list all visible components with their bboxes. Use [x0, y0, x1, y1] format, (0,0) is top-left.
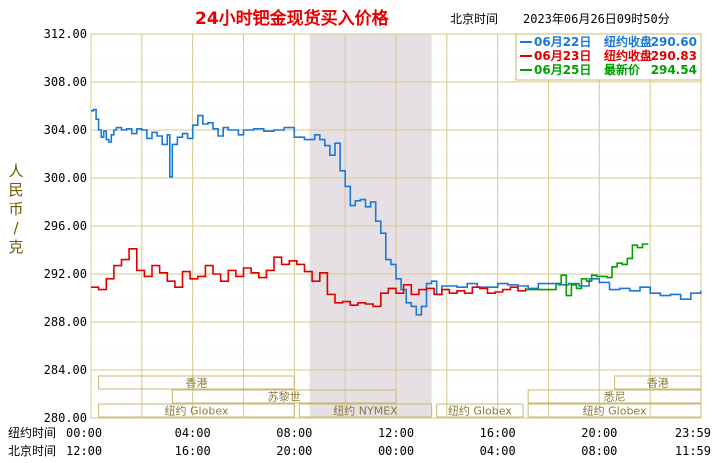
x-tick-label: 16:00	[480, 426, 516, 440]
market-session-box	[98, 375, 295, 390]
market-session-label: 纽约 Globex	[165, 404, 229, 418]
x-tick-label: 12:00	[378, 426, 414, 440]
y-axis-label-char: 人	[8, 162, 23, 180]
row-label-bj: 北京时间	[8, 444, 56, 458]
y-tick-label: 312.00	[44, 27, 87, 41]
market-session-label: 悉尼	[604, 391, 626, 404]
legend-box	[515, 33, 702, 81]
legend-series-label: 纽约收盘	[604, 48, 652, 63]
x-tick-label: 08:00	[276, 426, 312, 440]
market-session-label: 香港	[185, 377, 207, 390]
chart-title: 24小时钯金现货买入价格	[195, 8, 390, 29]
y-tick-label: 296.00	[44, 219, 87, 233]
series-line-06月23日	[91, 248, 527, 308]
row-label-ny: 纽约时间	[8, 425, 56, 440]
y-axis-label-char: /	[13, 219, 19, 237]
chart-timezone-label: 北京时间	[450, 12, 498, 26]
series-line-06月25日	[525, 243, 649, 297]
x-tick-label: 11:59	[675, 444, 711, 458]
x-tick-label: 00:00	[378, 444, 414, 458]
y-axis-label-char: 币	[8, 200, 23, 218]
market-session-box	[98, 403, 295, 418]
market-session-label: 纽约 NYMEX	[333, 404, 398, 418]
legend-series-value: 290.60	[651, 35, 697, 49]
x-tick-label: 12:00	[66, 444, 102, 458]
y-tick-labels: 312.00 308.00 304.00 300.00 296.00 292.00 288.…	[44, 27, 87, 425]
x-tick-label: 04:00	[175, 426, 211, 440]
series-line-06月22日	[91, 108, 702, 316]
legend-series-label: 纽约收盘	[604, 34, 652, 49]
legend-series-name: 06月25日	[534, 63, 591, 77]
chart-timestamp: 2023年06月26日09时50分	[523, 12, 670, 26]
legend-series-label: 最新价	[604, 62, 641, 77]
series-lines	[91, 108, 702, 316]
x-tick-label: 00:00	[66, 426, 102, 440]
market-session-box	[298, 403, 433, 418]
market-session-label: 香港	[647, 377, 669, 390]
y-axis-label-char: 克	[8, 238, 23, 256]
market-session-box	[436, 403, 524, 418]
market-session-label: 纽约 Globex	[448, 404, 512, 418]
market-session-label: 纽约 Globex	[583, 404, 647, 418]
y-tick-label: 284.00	[44, 363, 87, 377]
x-tick-label: 23:59	[675, 426, 711, 440]
market-session-box	[614, 375, 702, 390]
x-tick-label: 04:00	[480, 444, 516, 458]
legend-series-value: 294.54	[651, 63, 697, 77]
legend-series-name: 06月22日	[534, 35, 591, 49]
market-session-box	[171, 389, 397, 404]
y-tick-label: 280.00	[44, 411, 87, 425]
grid-lines	[90, 33, 702, 419]
x-tick-label: 20:00	[276, 444, 312, 458]
y-tick-label: 300.00	[44, 171, 87, 185]
x-tick-label: 20:00	[581, 426, 617, 440]
x-tick-label: 08:00	[581, 444, 617, 458]
y-tick-label: 288.00	[44, 315, 87, 329]
legend-series-name: 06月23日	[534, 49, 591, 63]
market-session-box	[527, 389, 702, 404]
legend-series-value: 290.83	[651, 49, 697, 63]
y-tick-label: 308.00	[44, 75, 87, 89]
y-tick-label: 304.00	[44, 123, 87, 137]
y-axis-label: 人民币/克	[8, 162, 23, 256]
y-axis-label-char: 民	[8, 181, 23, 199]
market-session-box	[527, 403, 702, 418]
x-tick-label: 16:00	[175, 444, 211, 458]
market-session-label: 苏黎世	[268, 390, 301, 404]
y-tick-label: 292.00	[44, 267, 87, 281]
